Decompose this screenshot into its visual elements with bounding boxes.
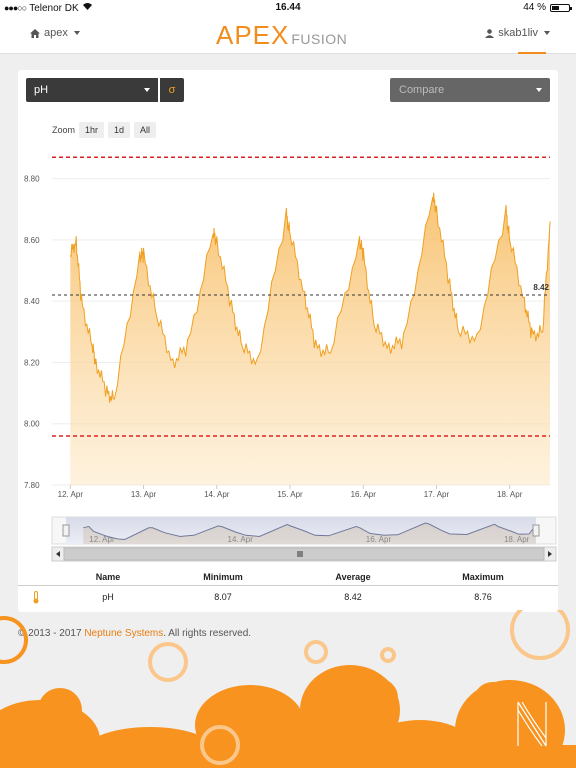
zoom-1hr-button[interactable]: 1hr (79, 122, 105, 138)
x-tick-label: 17. Apr (424, 490, 450, 499)
battery-fill (552, 5, 560, 10)
status-left: ●●●○○ Telenor DK (4, 2, 93, 14)
battery-icon (550, 3, 572, 12)
y-tick-label: 8.40 (24, 297, 40, 306)
apex-menu[interactable]: apex (30, 27, 80, 39)
top-navbar: apex APEX FUSION skab1liv (0, 16, 576, 54)
copyright-years: © 2013 - 2017 (18, 628, 82, 639)
copyright-rest: . All rights reserved. (163, 628, 252, 639)
row-average: 8.42 (344, 592, 362, 602)
header-name: Name (95, 572, 121, 582)
compare-select[interactable]: Compare (390, 78, 550, 102)
probe-select[interactable]: pH (26, 78, 158, 102)
y-tick-label: 8.80 (24, 175, 40, 184)
series-area (70, 192, 551, 485)
scrollbar-thumb[interactable] (63, 547, 545, 561)
zoom-1d-button[interactable]: 1d (108, 122, 131, 138)
y-tick-label: 8.20 (24, 358, 40, 367)
chevron-down-icon (544, 31, 550, 35)
apex-menu-label: apex (44, 27, 68, 39)
table-header: Name Minimum Average Maximum (18, 568, 558, 586)
x-tick-label: 13. Apr (131, 490, 157, 499)
thermometer-icon (32, 591, 40, 606)
navigator-area (83, 523, 537, 544)
user-menu[interactable]: skab1liv (485, 27, 550, 39)
navigator-label: 14. Apr (228, 535, 254, 544)
zoom-bar: Zoom 1hr 1d All (52, 122, 157, 138)
navigator-handle[interactable] (532, 524, 540, 537)
brand-logo[interactable]: APEX FUSION (216, 20, 348, 50)
header-average: Average (335, 572, 371, 582)
user-name: skab1liv (498, 27, 538, 39)
x-tick-label: 15. Apr (277, 490, 303, 499)
navigator-handle[interactable] (62, 524, 70, 537)
header-maximum: Maximum (462, 572, 504, 582)
row-minimum: 8.07 (214, 592, 232, 602)
scroll-right-icon[interactable] (548, 551, 552, 557)
navigator-label: 16. Apr (366, 535, 392, 544)
status-time: 16.44 (275, 2, 301, 13)
navigator-label: 18. Apr (504, 535, 530, 544)
status-bar: ●●●○○ Telenor DK 16.44 44 % (0, 0, 576, 16)
x-tick-label: 14. Apr (204, 490, 230, 499)
decorative-bubbles (0, 610, 576, 768)
x-tick-label: 16. Apr (351, 490, 377, 499)
chevron-down-icon (536, 88, 542, 92)
row-maximum: 8.76 (474, 592, 492, 602)
carrier-label: Telenor DK (29, 2, 79, 14)
probe-select-value: pH (34, 84, 49, 96)
zoom-label: Zoom (52, 125, 76, 135)
navigator-label: 12. Apr (89, 535, 115, 544)
signal-icon: ●●●○○ (4, 3, 27, 13)
y-tick-label: 8.60 (24, 236, 40, 245)
neptune-logo-icon (514, 698, 550, 750)
table-row: pH 8.07 8.42 8.76 (18, 588, 558, 610)
sigma-button[interactable]: σ (160, 78, 184, 102)
chevron-down-icon (144, 88, 150, 92)
neptune-link[interactable]: Neptune Systems (84, 628, 164, 639)
x-tick-label: 18. Apr (497, 490, 523, 499)
average-label: 8.42 (533, 283, 549, 292)
y-tick-label: 7.80 (24, 481, 40, 490)
scroll-left-icon[interactable] (56, 551, 60, 557)
chevron-down-icon (73, 31, 80, 35)
brand-sub: FUSION (291, 31, 348, 47)
user-icon (485, 28, 495, 38)
header-minimum: Minimum (203, 572, 243, 582)
compare-select-label: Compare (399, 84, 445, 96)
home-icon (30, 28, 40, 38)
navigator-line (83, 522, 537, 541)
status-right: 44 % (523, 2, 572, 13)
x-tick-label: 12. Apr (58, 490, 84, 499)
wifi-icon (82, 2, 93, 14)
series-line (69, 192, 551, 403)
nav-active-indicator (518, 52, 546, 54)
brand-main: APEX (216, 20, 290, 50)
ph-chart[interactable]: 8.42 8.80 8.60 8.40 8.20 8.00 7.80 12. Apr 13. … (18, 70, 558, 570)
chart-card: pH σ Compare 8.42 8.80 8.60 8.40 8.20 8.00 7.… (18, 70, 558, 612)
battery-label: 44 % (523, 2, 546, 13)
row-name: pH (102, 592, 114, 602)
footer-copyright: © 2013 - 2017 Neptune Systems. All right… (18, 628, 251, 639)
y-tick-label: 8.00 (24, 420, 40, 429)
zoom-all-button[interactable]: All (134, 122, 157, 138)
